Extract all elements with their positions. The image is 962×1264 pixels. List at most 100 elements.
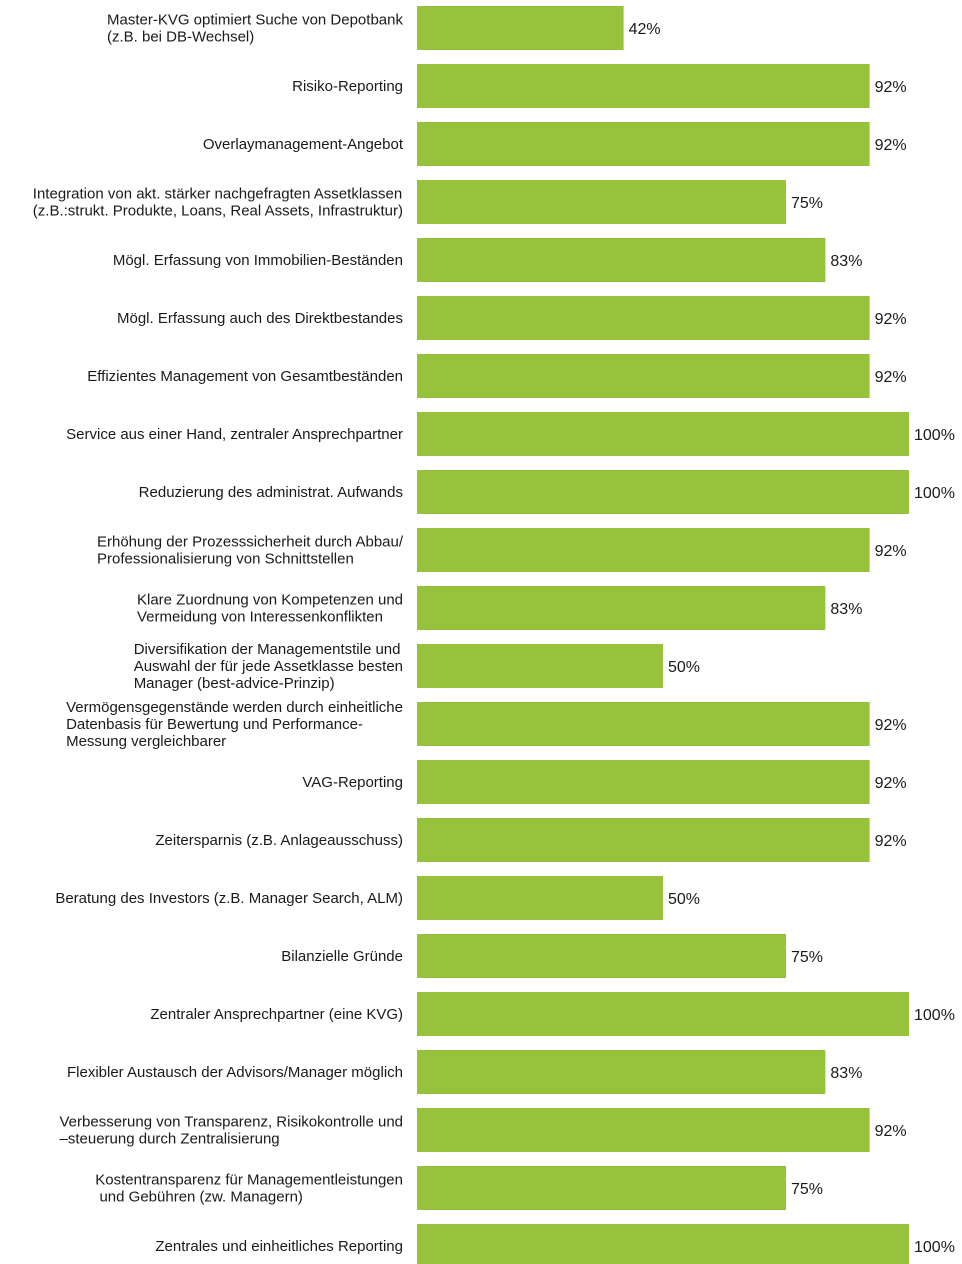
value-label-16: 50%: [668, 891, 700, 908]
bar-21: [417, 1166, 786, 1210]
value-label-17: 75%: [791, 949, 823, 966]
category-label-4: Integration von akt. stärker nachgefragt…: [33, 186, 403, 220]
bar-14: [417, 760, 870, 804]
category-label-line: Zentrales und einheitliches Reporting: [155, 1238, 403, 1255]
bar-16: [417, 876, 663, 920]
bar-20: [417, 1108, 870, 1152]
category-label-12: Diversifikation der Managementstile und A…: [134, 641, 403, 692]
category-label-line: Diversifikation der Managementstile und: [134, 641, 401, 658]
value-label-22: 100%: [914, 1239, 955, 1256]
bar-12: [417, 644, 663, 688]
category-label-line: Reduzierung des administrat. Aufwands: [139, 484, 403, 501]
value-label-12: 50%: [668, 659, 700, 676]
category-label-line: Professionalisierung von Schnittstellen: [97, 551, 354, 568]
category-label-line: Service aus einer Hand, zentraler Anspre…: [66, 426, 403, 443]
category-label-16: Beratung des Investors (z.B. Manager Sea…: [55, 890, 403, 907]
category-label-10: Erhöhung der Prozesssicherheit durch Abb…: [97, 534, 404, 568]
bar-2: [417, 64, 870, 108]
category-label-line: Messung vergleichbarer: [66, 733, 226, 750]
category-label-line: Overlaymanagement-Angebot: [203, 136, 404, 153]
category-label-7: Effizientes Management von Gesamtbeständ…: [87, 368, 403, 385]
category-label-14: VAG-Reporting: [302, 774, 403, 791]
category-label-line: Beratung des Investors (z.B. Manager Sea…: [55, 890, 403, 907]
value-label-2: 92%: [875, 79, 907, 96]
bar-8: [417, 412, 909, 456]
bar-11: [417, 586, 826, 630]
category-label-line: Erhöhung der Prozesssicherheit durch Abb…: [97, 534, 404, 551]
bar-13: [417, 702, 870, 746]
category-label-line: Bilanzielle Gründe: [281, 948, 403, 965]
value-label-21: 75%: [791, 1181, 823, 1198]
category-label-line: Vermeidung von Interessenkonflikten: [137, 609, 383, 626]
category-label-22: Zentrales und einheitliches Reporting: [155, 1238, 403, 1255]
category-label-18: Zentraler Ansprechpartner (eine KVG): [150, 1006, 403, 1023]
category-label-13: Vermögensgegenstände werden durch einhei…: [66, 699, 403, 750]
value-label-19: 83%: [830, 1065, 862, 1082]
value-label-13: 92%: [875, 717, 907, 734]
category-label-line: Integration von akt. stärker nachgefragt…: [33, 186, 402, 203]
category-label-19: Flexibler Austausch der Advisors/Manager…: [67, 1064, 403, 1081]
bar-15: [417, 818, 870, 862]
category-label-line: Kostentransparenz für Managementleistung…: [95, 1172, 403, 1189]
value-label-15: 92%: [875, 833, 907, 850]
value-label-11: 83%: [830, 601, 862, 618]
category-label-line: Vermögensgegenstände werden durch einhei…: [66, 699, 403, 716]
category-labels-layer: Master-KVG optimiert Suche von Depotbank…: [33, 12, 404, 1256]
category-label-5: Mögl. Erfassung von Immobilien-Beständen: [113, 252, 403, 269]
value-label-1: 42%: [629, 21, 661, 38]
category-label-line: Risiko-Reporting: [292, 78, 403, 95]
bar-4: [417, 180, 786, 224]
bar-3: [417, 122, 870, 166]
category-label-8: Service aus einer Hand, zentraler Anspre…: [66, 426, 403, 443]
value-label-3: 92%: [875, 137, 907, 154]
category-label-line: VAG-Reporting: [302, 774, 403, 791]
category-label-15: Zeitersparnis (z.B. Anlageausschuss): [155, 832, 403, 849]
bar-9: [417, 470, 909, 514]
category-label-line: Verbesserung von Transparenz, Risikokont…: [60, 1114, 404, 1131]
bars-layer: [417, 6, 909, 1264]
category-label-9: Reduzierung des administrat. Aufwands: [139, 484, 403, 501]
bar-18: [417, 992, 909, 1036]
bar-17: [417, 934, 786, 978]
category-label-line: (z.B.:strukt. Produkte, Loans, Real Asse…: [33, 203, 403, 220]
bar-6: [417, 296, 870, 340]
category-label-line: Zentraler Ansprechpartner (eine KVG): [150, 1006, 403, 1023]
category-label-line: Klare Zuordnung von Kompetenzen und: [137, 592, 403, 609]
bar-1: [417, 6, 624, 50]
category-label-line: Auswahl der für jede Assetklasse besten: [134, 658, 403, 675]
category-label-1: Master-KVG optimiert Suche von Depotbank…: [107, 12, 403, 46]
value-label-10: 92%: [875, 543, 907, 560]
category-label-line: Effizientes Management von Gesamtbeständ…: [87, 368, 403, 385]
category-label-2: Risiko-Reporting: [292, 78, 403, 95]
category-label-line: Datenbasis für Bewertung und Performance…: [66, 716, 363, 733]
category-label-line: Mögl. Erfassung auch des Direktbestandes: [117, 310, 403, 327]
bar-5: [417, 238, 826, 282]
category-label-20: Verbesserung von Transparenz, Risikokont…: [60, 1114, 404, 1148]
value-label-14: 92%: [875, 775, 907, 792]
value-labels-layer: 42% 92% 92% 75% 83% 92% 92% 100% 100% 92% 83% 50% 92…: [629, 21, 955, 1256]
category-label-line: und Gebühren (zw. Managern): [95, 1189, 303, 1206]
category-label-11: Klare Zuordnung von Kompetenzen und Verme…: [137, 592, 403, 626]
category-label-17: Bilanzielle Gründe: [281, 948, 403, 965]
value-label-4: 75%: [791, 195, 823, 212]
category-label-line: Mögl. Erfassung von Immobilien-Beständen: [113, 252, 403, 269]
value-label-7: 92%: [875, 369, 907, 386]
category-label-line: Zeitersparnis (z.B. Anlageausschuss): [155, 832, 403, 849]
value-label-18: 100%: [914, 1007, 955, 1024]
category-label-line: (z.B. bei DB-Wechsel): [107, 29, 254, 46]
value-label-9: 100%: [914, 485, 955, 502]
category-label-3: Overlaymanagement-Angebot: [203, 136, 404, 153]
value-label-8: 100%: [914, 427, 955, 444]
value-label-20: 92%: [875, 1123, 907, 1140]
bar-19: [417, 1050, 826, 1094]
bar-7: [417, 354, 870, 398]
bar-22: [417, 1224, 909, 1264]
category-label-21: Kostentransparenz für Managementleistung…: [95, 1172, 403, 1206]
category-label-line: Flexibler Austausch der Advisors/Manager…: [67, 1064, 403, 1081]
category-label-line: Manager (best-advice-Prinzip): [134, 675, 335, 692]
value-label-5: 83%: [830, 253, 862, 270]
category-label-6: Mögl. Erfassung auch des Direktbestandes: [117, 310, 403, 327]
bar-10: [417, 528, 870, 572]
